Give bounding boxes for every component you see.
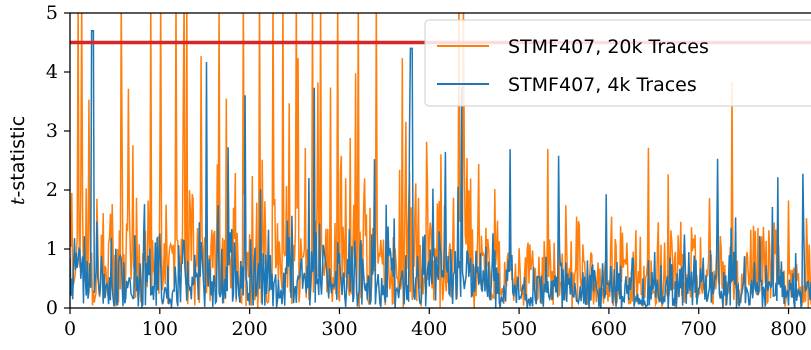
y-tick-label: 2 <box>46 179 58 201</box>
legend: STMF407, 20k Traces STMF407, 4k Traces <box>424 19 811 107</box>
y-tick-label: 5 <box>46 2 58 24</box>
series-line-4k <box>70 29 811 308</box>
x-tick-label: 400 <box>411 318 447 340</box>
x-tick-label: 500 <box>501 318 537 340</box>
x-tick-label: 0 <box>64 318 76 340</box>
x-tick-label: 800 <box>770 318 806 340</box>
y-tick-label: 0 <box>46 297 58 319</box>
x-tick-label: 300 <box>321 318 357 340</box>
legend-label: STMF407, 20k Traces <box>508 36 709 58</box>
y-tick-label: 1 <box>46 238 58 260</box>
y-tick-label: 4 <box>46 61 58 83</box>
series-layer <box>70 13 811 308</box>
legend-box <box>424 19 811 107</box>
x-tick-label: 700 <box>681 318 717 340</box>
plot-frame <box>69 12 811 309</box>
legend-label: STMF407, 4k Traces <box>508 74 697 96</box>
x-tick-label: 600 <box>591 318 627 340</box>
y-axis-label: t-statistic <box>7 116 29 205</box>
x-tick-label: 200 <box>232 318 268 340</box>
y-tick-label: 3 <box>46 120 58 142</box>
x-tick-label: 100 <box>142 318 178 340</box>
axis-ticks: 0 100 200 300 400 500 600 700 800 0 1 2 3 4 5 <box>46 2 807 340</box>
